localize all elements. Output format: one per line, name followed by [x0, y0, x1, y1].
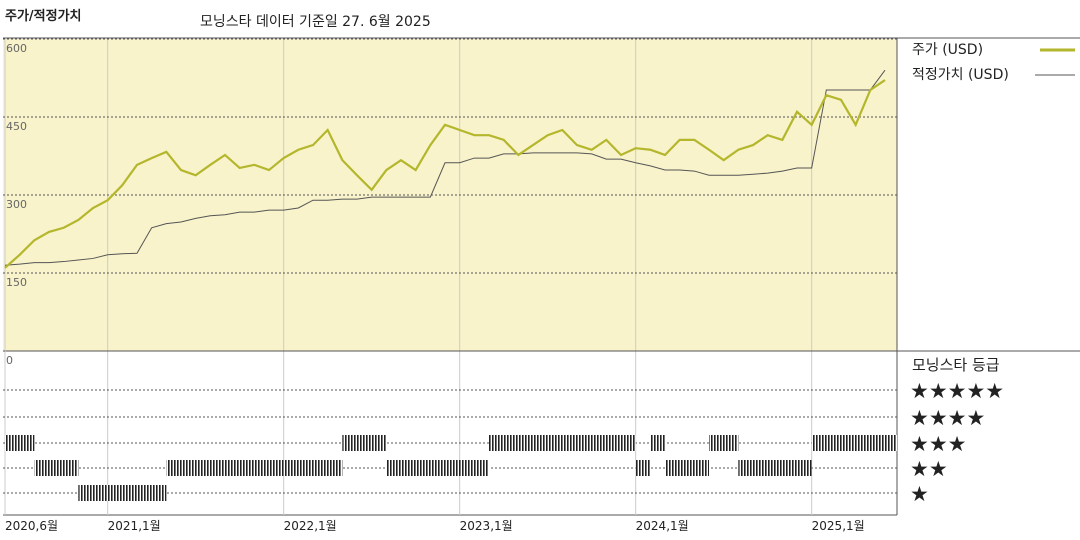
legend-label: 적정가치 (USD) — [912, 67, 1009, 83]
line-series — [4, 69, 886, 266]
rating-bar — [665, 460, 709, 476]
rating-legend: ★★★★ — [910, 406, 985, 430]
rating-bar — [738, 460, 812, 476]
x-tick-label: 2020,6월 — [5, 519, 58, 533]
rating-bar — [5, 435, 35, 451]
rating-title: 모닝스타 등급 — [912, 356, 1000, 374]
x-tick-label: 2024,1월 — [636, 519, 689, 533]
rating-legend: ★★ — [910, 457, 948, 481]
x-tick-label: 2021,1월 — [108, 519, 161, 533]
rating-bar — [811, 435, 897, 451]
chart-title: 주가/적정가치 — [5, 8, 82, 24]
y-tick-label: 450 — [6, 120, 27, 133]
rating-bar — [34, 460, 79, 476]
line-series — [4, 79, 886, 269]
rating-legend: ★ — [910, 482, 929, 506]
x-tick-label: 2023,1월 — [460, 519, 513, 533]
rating-bar — [650, 435, 665, 451]
rating-bar — [709, 435, 739, 451]
rating-legend: ★★★ — [910, 432, 966, 456]
rating-bar — [342, 435, 387, 451]
plot-background — [3, 39, 897, 351]
y-tick-label: 150 — [6, 276, 27, 289]
y-tick-label: 600 — [6, 42, 27, 55]
rating-bar — [489, 435, 636, 451]
x-tick-label: 2025,1월 — [812, 519, 865, 533]
legend-label: 주가 (USD) — [912, 42, 983, 58]
rating-bar — [386, 460, 489, 476]
y-tick-label: 300 — [6, 198, 27, 211]
subtitle: 모닝스타 데이터 기준일 27. 6월 2025 — [200, 14, 431, 30]
x-tick-label: 2022,1월 — [284, 519, 337, 533]
rating-bar — [635, 460, 651, 476]
rating-legend: ★★★★★ — [910, 379, 1004, 403]
y-tick-label: 0 — [6, 354, 13, 367]
rating-bar — [78, 485, 167, 501]
rating-bar — [166, 460, 343, 476]
